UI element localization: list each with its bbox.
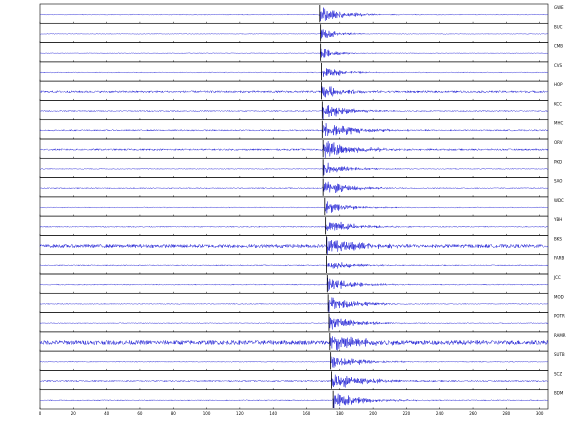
- x-tick-label: 280: [503, 411, 511, 416]
- station-label: CMB: [554, 44, 563, 49]
- panel-frame: [39, 80, 549, 101]
- x-tick-label: 120: [236, 411, 244, 416]
- trace: [39, 356, 549, 368]
- trace: [39, 393, 549, 409]
- x-tick-label: 300: [536, 411, 544, 416]
- trace: [39, 141, 549, 158]
- station-label: MOD: [554, 294, 564, 299]
- panel-frame: [39, 292, 549, 313]
- x-tick-label: 20: [71, 411, 77, 416]
- station-label: CVS: [554, 63, 563, 68]
- trace: [39, 123, 549, 137]
- station-label: BKS: [554, 236, 562, 241]
- station-label: MHC: [554, 121, 563, 126]
- trace: [39, 277, 549, 291]
- x-tick-label: 80: [171, 411, 177, 416]
- x-tick-label: 220: [403, 411, 411, 416]
- trace: [39, 68, 549, 77]
- x-tick-label: 180: [336, 411, 344, 416]
- trace: [39, 86, 549, 98]
- station-label: HOP: [554, 82, 563, 87]
- panel-frame: [39, 215, 549, 236]
- x-tick-label: 140: [269, 411, 277, 416]
- panel-frame: [39, 389, 549, 410]
- trace: [39, 181, 549, 193]
- trace: [39, 336, 549, 351]
- x-tick-label: 200: [369, 411, 377, 416]
- trace: [39, 374, 549, 388]
- trace: [39, 316, 549, 330]
- trace: [39, 297, 549, 313]
- station-label: BUC: [554, 24, 563, 29]
- x-tick-label: 0: [39, 411, 42, 416]
- station-label: FARB: [554, 256, 564, 261]
- station-label: ORV: [554, 140, 563, 145]
- panel-frame: [39, 196, 549, 217]
- station-label: YBH: [553, 217, 562, 222]
- panel-frame: [39, 42, 549, 63]
- trace: [39, 221, 549, 231]
- trace: [39, 201, 549, 214]
- panel-frame: [39, 177, 549, 198]
- trace: [39, 105, 549, 120]
- panel-frame: [39, 3, 549, 24]
- panel-frame: [39, 61, 549, 82]
- trace: [39, 7, 549, 21]
- trace: [39, 237, 549, 255]
- trace: [39, 29, 549, 39]
- x-tick-label: 60: [137, 411, 143, 416]
- panel-frame: [39, 331, 549, 352]
- station-label: GWE: [554, 5, 564, 10]
- panel-frame: [39, 22, 549, 43]
- station-label: BDM: [554, 391, 564, 396]
- x-tick-label: 260: [469, 411, 477, 416]
- station-label: RAMR: [554, 333, 566, 338]
- panel-frame: [39, 350, 549, 371]
- x-tick-label: 160: [303, 411, 311, 416]
- x-tick-label: 240: [436, 411, 444, 416]
- panel-frame: [39, 312, 549, 333]
- panel-frame: [39, 119, 549, 140]
- station-label: PKD: [554, 159, 562, 164]
- panel-frame: [39, 273, 549, 294]
- station-label: KCC: [554, 101, 562, 106]
- panel-frame: [39, 157, 549, 178]
- station-label: SAO: [554, 179, 562, 184]
- x-tick-label: 100: [203, 411, 211, 416]
- trace: [39, 262, 549, 269]
- station-label: JCC: [553, 275, 561, 280]
- station-label: SCZ: [554, 371, 562, 376]
- trace: [39, 48, 549, 58]
- panel-frame: [39, 254, 549, 275]
- trace: [39, 162, 549, 175]
- panel-frame: [39, 100, 549, 121]
- station-label: SUTB: [554, 352, 565, 357]
- station-label: POTR: [554, 314, 565, 319]
- station-label: WDC: [554, 198, 564, 203]
- panel-frame: [39, 370, 549, 391]
- x-tick-label: 40: [104, 411, 110, 416]
